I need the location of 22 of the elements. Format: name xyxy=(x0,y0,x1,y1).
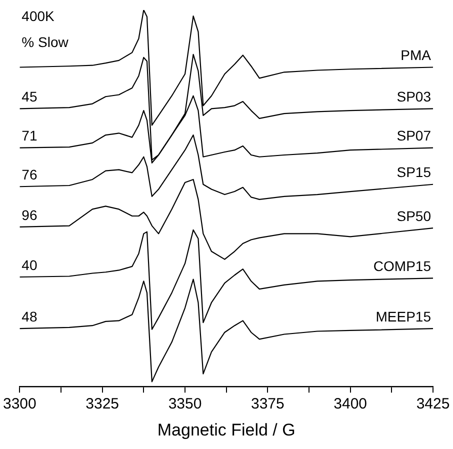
annotation: 40 xyxy=(22,256,38,273)
series-label: MEEP15 xyxy=(376,308,432,324)
annotation: 45 xyxy=(22,88,38,105)
annotation: 96 xyxy=(22,206,38,223)
x-axis-title: Magnetic Field / G xyxy=(157,420,296,440)
series-label: SP15 xyxy=(396,164,432,180)
x-tick-label: 3375 xyxy=(250,396,284,413)
annotation: 76 xyxy=(22,166,38,182)
series-label: COMP15 xyxy=(373,258,432,274)
series-label: SP07 xyxy=(396,128,432,144)
series-label: PMA xyxy=(400,47,432,64)
x-tick-label: 3325 xyxy=(86,396,120,413)
series-label: SP50 xyxy=(396,208,432,224)
x-tick-label: 3400 xyxy=(334,396,368,413)
series-label: SP03 xyxy=(396,88,432,105)
annotation: % Slow xyxy=(22,34,70,50)
annotation: 71 xyxy=(22,128,38,144)
annotation: 400K xyxy=(22,8,56,24)
annotation: 48 xyxy=(22,308,38,324)
x-tick-label: 3350 xyxy=(168,396,202,413)
x-tick-label: 3425 xyxy=(416,396,450,413)
x-tick-label: 3300 xyxy=(2,396,36,413)
